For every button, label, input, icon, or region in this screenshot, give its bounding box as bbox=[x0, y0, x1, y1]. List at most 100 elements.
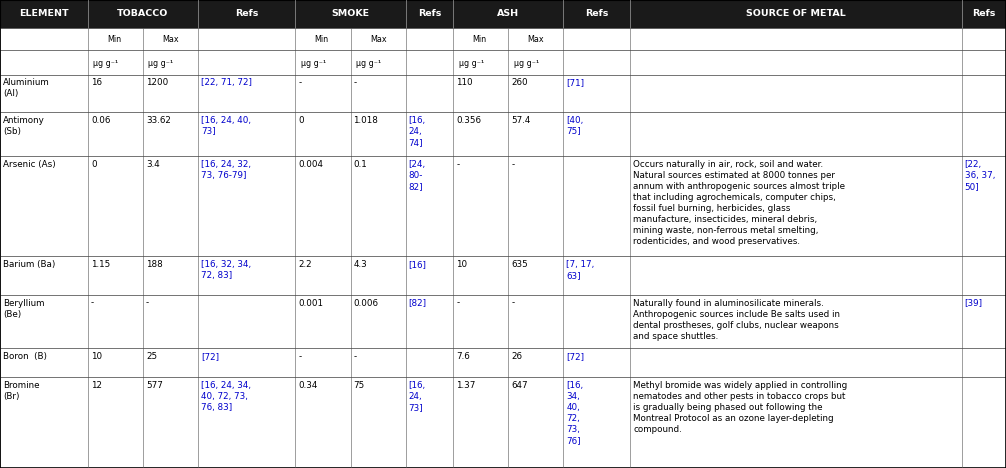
Text: 0: 0 bbox=[299, 116, 304, 124]
Text: -: - bbox=[511, 299, 514, 307]
Text: 188: 188 bbox=[146, 260, 163, 269]
Text: Naturally found in aluminosilicate minerals.
Anthropogenic sources include Be sa: Naturally found in aluminosilicate miner… bbox=[633, 299, 840, 341]
Text: [40,
75]: [40, 75] bbox=[566, 116, 583, 136]
Text: 33.62: 33.62 bbox=[146, 116, 171, 124]
Text: [7, 17,
63]: [7, 17, 63] bbox=[566, 260, 595, 280]
Text: [72]: [72] bbox=[201, 352, 219, 361]
Text: [16,
24,
73]: [16, 24, 73] bbox=[408, 381, 426, 412]
Text: -: - bbox=[457, 299, 460, 307]
Text: -: - bbox=[299, 78, 302, 87]
Text: 0.356: 0.356 bbox=[457, 116, 481, 124]
Text: Boron  (B): Boron (B) bbox=[3, 352, 47, 361]
Bar bbox=[0, 112, 1006, 156]
Bar bbox=[0, 28, 1006, 50]
Text: μg g⁻¹: μg g⁻¹ bbox=[514, 59, 539, 68]
Text: [72]: [72] bbox=[566, 352, 584, 361]
Text: Max: Max bbox=[527, 35, 544, 44]
Text: [24,
80-
82]: [24, 80- 82] bbox=[408, 160, 426, 191]
Text: 2.2: 2.2 bbox=[299, 260, 312, 269]
Text: Arsenic (As): Arsenic (As) bbox=[3, 160, 55, 169]
Text: μg g⁻¹: μg g⁻¹ bbox=[356, 59, 381, 68]
Text: -: - bbox=[146, 299, 149, 307]
Text: TOBACCO: TOBACCO bbox=[118, 9, 169, 18]
Text: [82]: [82] bbox=[408, 299, 427, 307]
Text: 0.34: 0.34 bbox=[299, 381, 318, 390]
Text: μg g⁻¹: μg g⁻¹ bbox=[459, 59, 484, 68]
Text: Barium (Ba): Barium (Ba) bbox=[3, 260, 55, 269]
Text: 10: 10 bbox=[91, 352, 102, 361]
Text: 1200: 1200 bbox=[146, 78, 168, 87]
Text: 12: 12 bbox=[91, 381, 102, 390]
Text: Min: Min bbox=[473, 35, 487, 44]
Text: 577: 577 bbox=[146, 381, 163, 390]
Text: ELEMENT: ELEMENT bbox=[19, 9, 68, 18]
Text: 647: 647 bbox=[511, 381, 528, 390]
Text: Beryllium
(Be): Beryllium (Be) bbox=[3, 299, 44, 319]
Text: 110: 110 bbox=[457, 78, 473, 87]
Text: 75: 75 bbox=[353, 381, 365, 390]
Text: [16, 24, 40,
73]: [16, 24, 40, 73] bbox=[201, 116, 252, 136]
Text: Refs: Refs bbox=[972, 9, 996, 18]
Text: 0.001: 0.001 bbox=[299, 299, 324, 307]
Text: SOURCE OF METAL: SOURCE OF METAL bbox=[745, 9, 846, 18]
Bar bbox=[0, 74, 1006, 112]
Text: Min: Min bbox=[108, 35, 122, 44]
Text: Antimony
(Sb): Antimony (Sb) bbox=[3, 116, 45, 136]
Text: Max: Max bbox=[370, 35, 386, 44]
Text: 0.1: 0.1 bbox=[353, 160, 367, 169]
Text: 260: 260 bbox=[511, 78, 528, 87]
Text: 26: 26 bbox=[511, 352, 522, 361]
Bar bbox=[0, 256, 1006, 295]
Bar bbox=[0, 377, 1006, 468]
Text: μg g⁻¹: μg g⁻¹ bbox=[94, 59, 119, 68]
Text: 57.4: 57.4 bbox=[511, 116, 531, 124]
Text: μg g⁻¹: μg g⁻¹ bbox=[149, 59, 174, 68]
Text: 16: 16 bbox=[91, 78, 102, 87]
Text: 635: 635 bbox=[511, 260, 528, 269]
Text: Aluminium
(Al): Aluminium (Al) bbox=[3, 78, 49, 98]
Bar bbox=[0, 0, 1006, 28]
Text: 10: 10 bbox=[457, 260, 468, 269]
Text: Refs: Refs bbox=[585, 9, 609, 18]
Text: Bromine
(Br): Bromine (Br) bbox=[3, 381, 39, 401]
Text: 0.06: 0.06 bbox=[91, 116, 111, 124]
Text: [16, 32, 34,
72, 83]: [16, 32, 34, 72, 83] bbox=[201, 260, 252, 280]
Bar bbox=[0, 156, 1006, 256]
Text: -: - bbox=[457, 160, 460, 169]
Text: SMOKE: SMOKE bbox=[331, 9, 369, 18]
Text: 1.15: 1.15 bbox=[91, 260, 111, 269]
Text: Occurs naturally in air, rock, soil and water.
Natural sources estimated at 8000: Occurs naturally in air, rock, soil and … bbox=[633, 160, 845, 247]
Text: Methyl bromide was widely applied in controlling
nematodes and other pests in to: Methyl bromide was widely applied in con… bbox=[633, 381, 847, 434]
Text: [16,
24,
74]: [16, 24, 74] bbox=[408, 116, 426, 146]
Text: 4.3: 4.3 bbox=[353, 260, 367, 269]
Text: Refs: Refs bbox=[235, 9, 259, 18]
Text: ASH: ASH bbox=[497, 9, 519, 18]
Bar bbox=[0, 295, 1006, 348]
Text: [16, 24, 34,
40, 72, 73,
76, 83]: [16, 24, 34, 40, 72, 73, 76, 83] bbox=[201, 381, 252, 412]
Text: 1.018: 1.018 bbox=[353, 116, 378, 124]
Text: 0.004: 0.004 bbox=[299, 160, 324, 169]
Text: [71]: [71] bbox=[566, 78, 584, 87]
Text: μg g⁻¹: μg g⁻¹ bbox=[301, 59, 326, 68]
Text: [16,
34,
40,
72,
73,
76]: [16, 34, 40, 72, 73, 76] bbox=[566, 381, 583, 446]
Text: -: - bbox=[353, 352, 357, 361]
Text: [22, 71, 72]: [22, 71, 72] bbox=[201, 78, 253, 87]
Text: -: - bbox=[511, 160, 514, 169]
Text: -: - bbox=[353, 78, 357, 87]
Bar bbox=[0, 348, 1006, 377]
Text: 1.37: 1.37 bbox=[457, 381, 476, 390]
Text: -: - bbox=[299, 352, 302, 361]
Text: 0: 0 bbox=[91, 160, 97, 169]
Text: [22,
36, 37,
50]: [22, 36, 37, 50] bbox=[965, 160, 995, 191]
Text: 7.6: 7.6 bbox=[457, 352, 470, 361]
Text: [16, 24, 32,
73, 76-79]: [16, 24, 32, 73, 76-79] bbox=[201, 160, 252, 180]
Text: 0.006: 0.006 bbox=[353, 299, 378, 307]
Text: Refs: Refs bbox=[417, 9, 441, 18]
Text: 25: 25 bbox=[146, 352, 157, 361]
Text: [39]: [39] bbox=[965, 299, 983, 307]
Text: [16]: [16] bbox=[408, 260, 427, 269]
Text: Min: Min bbox=[315, 35, 329, 44]
Text: Max: Max bbox=[162, 35, 179, 44]
Text: 3.4: 3.4 bbox=[146, 160, 160, 169]
Bar bbox=[0, 50, 1006, 74]
